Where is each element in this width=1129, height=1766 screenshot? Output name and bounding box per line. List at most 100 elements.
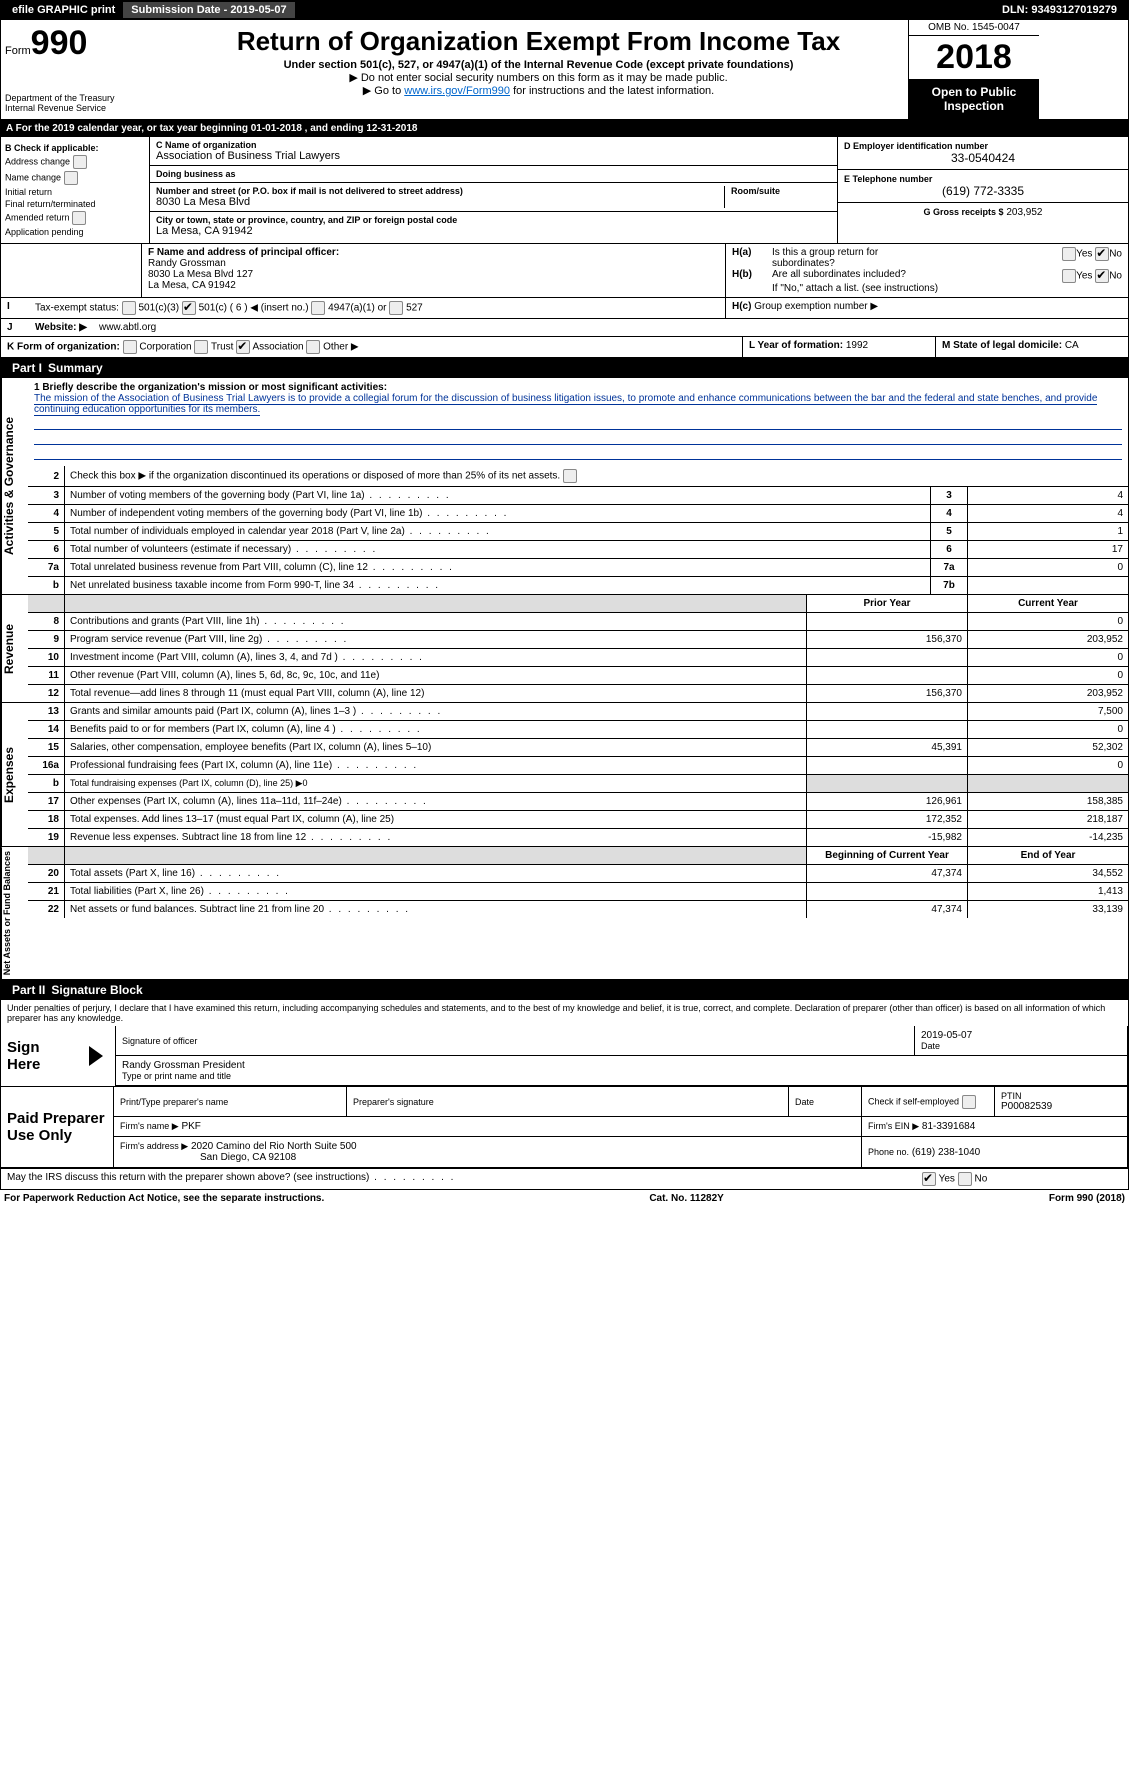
part2-label: Part II xyxy=(6,983,51,997)
checkbox-icon[interactable] xyxy=(311,301,325,315)
p17: 126,961 xyxy=(807,793,968,811)
line-18: Total expenses. Add lines 13–17 (must eq… xyxy=(65,811,807,829)
other: Other ▶ xyxy=(323,342,358,353)
e22: 33,139 xyxy=(968,901,1129,919)
hdr-begin: Beginning of Current Year xyxy=(807,847,968,865)
checkbox-icon[interactable] xyxy=(182,301,196,315)
checkbox-icon[interactable] xyxy=(236,340,250,354)
hb-label: Are all subordinates included? xyxy=(772,269,1062,283)
no-label: No xyxy=(1109,271,1122,282)
year-formation-label: L Year of formation: xyxy=(749,340,843,351)
checkbox-icon[interactable] xyxy=(389,301,403,315)
p12: 156,370 xyxy=(807,685,968,703)
checkbox-icon[interactable] xyxy=(958,1172,972,1186)
net-assets-section: Net Assets or Fund Balances Beginning of… xyxy=(0,847,1129,980)
part2-title: Signature Block xyxy=(51,983,142,997)
line-12: Total revenue—add lines 8 through 11 (mu… xyxy=(65,685,807,703)
line-21: Total liabilities (Part X, line 26) xyxy=(65,883,807,901)
street-label: Number and street (or P.O. box if mail i… xyxy=(156,186,724,196)
discuss-question: May the IRS discuss this return with the… xyxy=(1,1169,916,1189)
sig-name: Randy Grossman President xyxy=(122,1060,1121,1071)
chk-name-change: Name change xyxy=(5,172,61,182)
net-assets-table: Beginning of Current YearEnd of Year 20T… xyxy=(28,847,1128,918)
signature-block: Under penalties of perjury, I declare th… xyxy=(0,1000,1129,1190)
discuss-row: May the IRS discuss this return with the… xyxy=(1,1168,1128,1189)
row-k-l-m: K Form of organization: Corporation Trus… xyxy=(0,337,1129,358)
prep-sig-col: Preparer's signature xyxy=(353,1097,782,1107)
checkbox-icon[interactable] xyxy=(306,340,320,354)
checkbox-icon[interactable] xyxy=(194,340,208,354)
c13: 7,500 xyxy=(968,703,1129,721)
city-label: City or town, state or province, country… xyxy=(156,215,831,225)
state-domicile-label: M State of legal domicile: xyxy=(942,340,1062,351)
prep-name-col: Print/Type preparer's name xyxy=(120,1097,340,1107)
checkbox-icon[interactable] xyxy=(64,171,78,185)
checkbox-icon[interactable] xyxy=(962,1095,976,1109)
prep-phone-label: Phone no. xyxy=(868,1147,909,1157)
b21 xyxy=(807,883,968,901)
officer-addr2: La Mesa, CA 91942 xyxy=(148,280,719,291)
c16a: 0 xyxy=(968,757,1129,775)
website-value: www.abtl.org xyxy=(93,319,1128,336)
line-13: Grants and similar amounts paid (Part IX… xyxy=(65,703,807,721)
checkbox-icon[interactable] xyxy=(922,1172,936,1186)
checkbox-icon[interactable] xyxy=(1062,247,1076,261)
checkbox-icon[interactable] xyxy=(563,469,577,483)
arrow-icon xyxy=(89,1046,103,1066)
hdr-end: End of Year xyxy=(968,847,1129,865)
part1-title: Summary xyxy=(48,361,103,375)
sign-here-label: Sign Here xyxy=(1,1026,83,1086)
val-7a: 0 xyxy=(968,559,1129,577)
firm-ein-label: Firm's EIN ▶ xyxy=(868,1121,919,1131)
line-7a: Total unrelated business revenue from Pa… xyxy=(65,559,931,577)
sig-date: 2019-05-07 xyxy=(921,1030,1121,1041)
line-3: Number of voting members of the governin… xyxy=(65,487,931,505)
val-3: 4 xyxy=(968,487,1129,505)
checkbox-icon[interactable] xyxy=(73,155,87,169)
efile-label: efile GRAPHIC print xyxy=(4,2,123,18)
chk-address-change: Address change xyxy=(5,156,70,166)
line-17: Other expenses (Part IX, column (A), lin… xyxy=(65,793,807,811)
row-j: J Website: ▶ www.abtl.org xyxy=(0,319,1129,337)
checkbox-icon[interactable] xyxy=(123,340,137,354)
inspect-line1: Open to Public xyxy=(911,85,1037,99)
activities-table: 2Check this box ▶ if the organization di… xyxy=(28,466,1128,594)
line-7b: Net unrelated business taxable income fr… xyxy=(65,577,931,595)
checkbox-icon[interactable] xyxy=(72,211,86,225)
checkbox-icon[interactable] xyxy=(1095,247,1109,261)
irs-link[interactable]: www.irs.gov/Form990 xyxy=(404,85,510,97)
top-bar: efile GRAPHIC print Submission Date - 20… xyxy=(0,0,1129,20)
box-b: B Check if applicable: Address change Na… xyxy=(1,137,150,243)
p16a xyxy=(807,757,968,775)
year-formation: 1992 xyxy=(846,340,868,351)
checkbox-icon[interactable] xyxy=(1095,269,1109,283)
form-org-label: K Form of organization: xyxy=(7,342,120,353)
hdr-current: Current Year xyxy=(968,595,1129,613)
tax-exempt-label: Tax-exempt status: xyxy=(35,303,119,314)
c14: 0 xyxy=(968,721,1129,739)
paid-preparer-table: Paid Preparer Use Only Print/Type prepar… xyxy=(1,1086,1128,1168)
phone-label: E Telephone number xyxy=(844,174,1122,184)
part-1-header: Part I Summary xyxy=(0,358,1129,378)
org-name-label: C Name of organization xyxy=(156,140,831,150)
checkbox-icon[interactable] xyxy=(1062,269,1076,283)
header-title-block: Return of Organization Exempt From Incom… xyxy=(169,20,909,119)
paid-preparer-label: Paid Preparer Use Only xyxy=(1,1087,114,1168)
val-6: 17 xyxy=(968,541,1129,559)
side-label-expenses: Expenses xyxy=(1,703,28,846)
h-note: If "No," attach a list. (see instruction… xyxy=(732,283,1122,294)
hdr-prior: Prior Year xyxy=(807,595,968,613)
dept-label: Department of the Treasury xyxy=(5,93,165,103)
side-label-netassets: Net Assets or Fund Balances xyxy=(1,847,28,979)
header-row: Form990 Department of the Treasury Inter… xyxy=(0,20,1129,120)
header-right-block: OMB No. 1545-0047 2018 Open to Public In… xyxy=(909,20,1039,119)
checkbox-icon[interactable] xyxy=(122,301,136,315)
line-4: Number of independent voting members of … xyxy=(65,505,931,523)
p8 xyxy=(807,613,968,631)
chk-final: Final return/terminated xyxy=(5,199,145,209)
form-990-page: efile GRAPHIC print Submission Date - 20… xyxy=(0,0,1129,1207)
officer-addr1: 8030 La Mesa Blvd 127 xyxy=(148,269,719,280)
box-b-title: B Check if applicable: xyxy=(5,143,145,153)
ein-label: D Employer identification number xyxy=(844,141,1122,151)
form-number-block: Form990 Department of the Treasury Inter… xyxy=(1,20,169,119)
